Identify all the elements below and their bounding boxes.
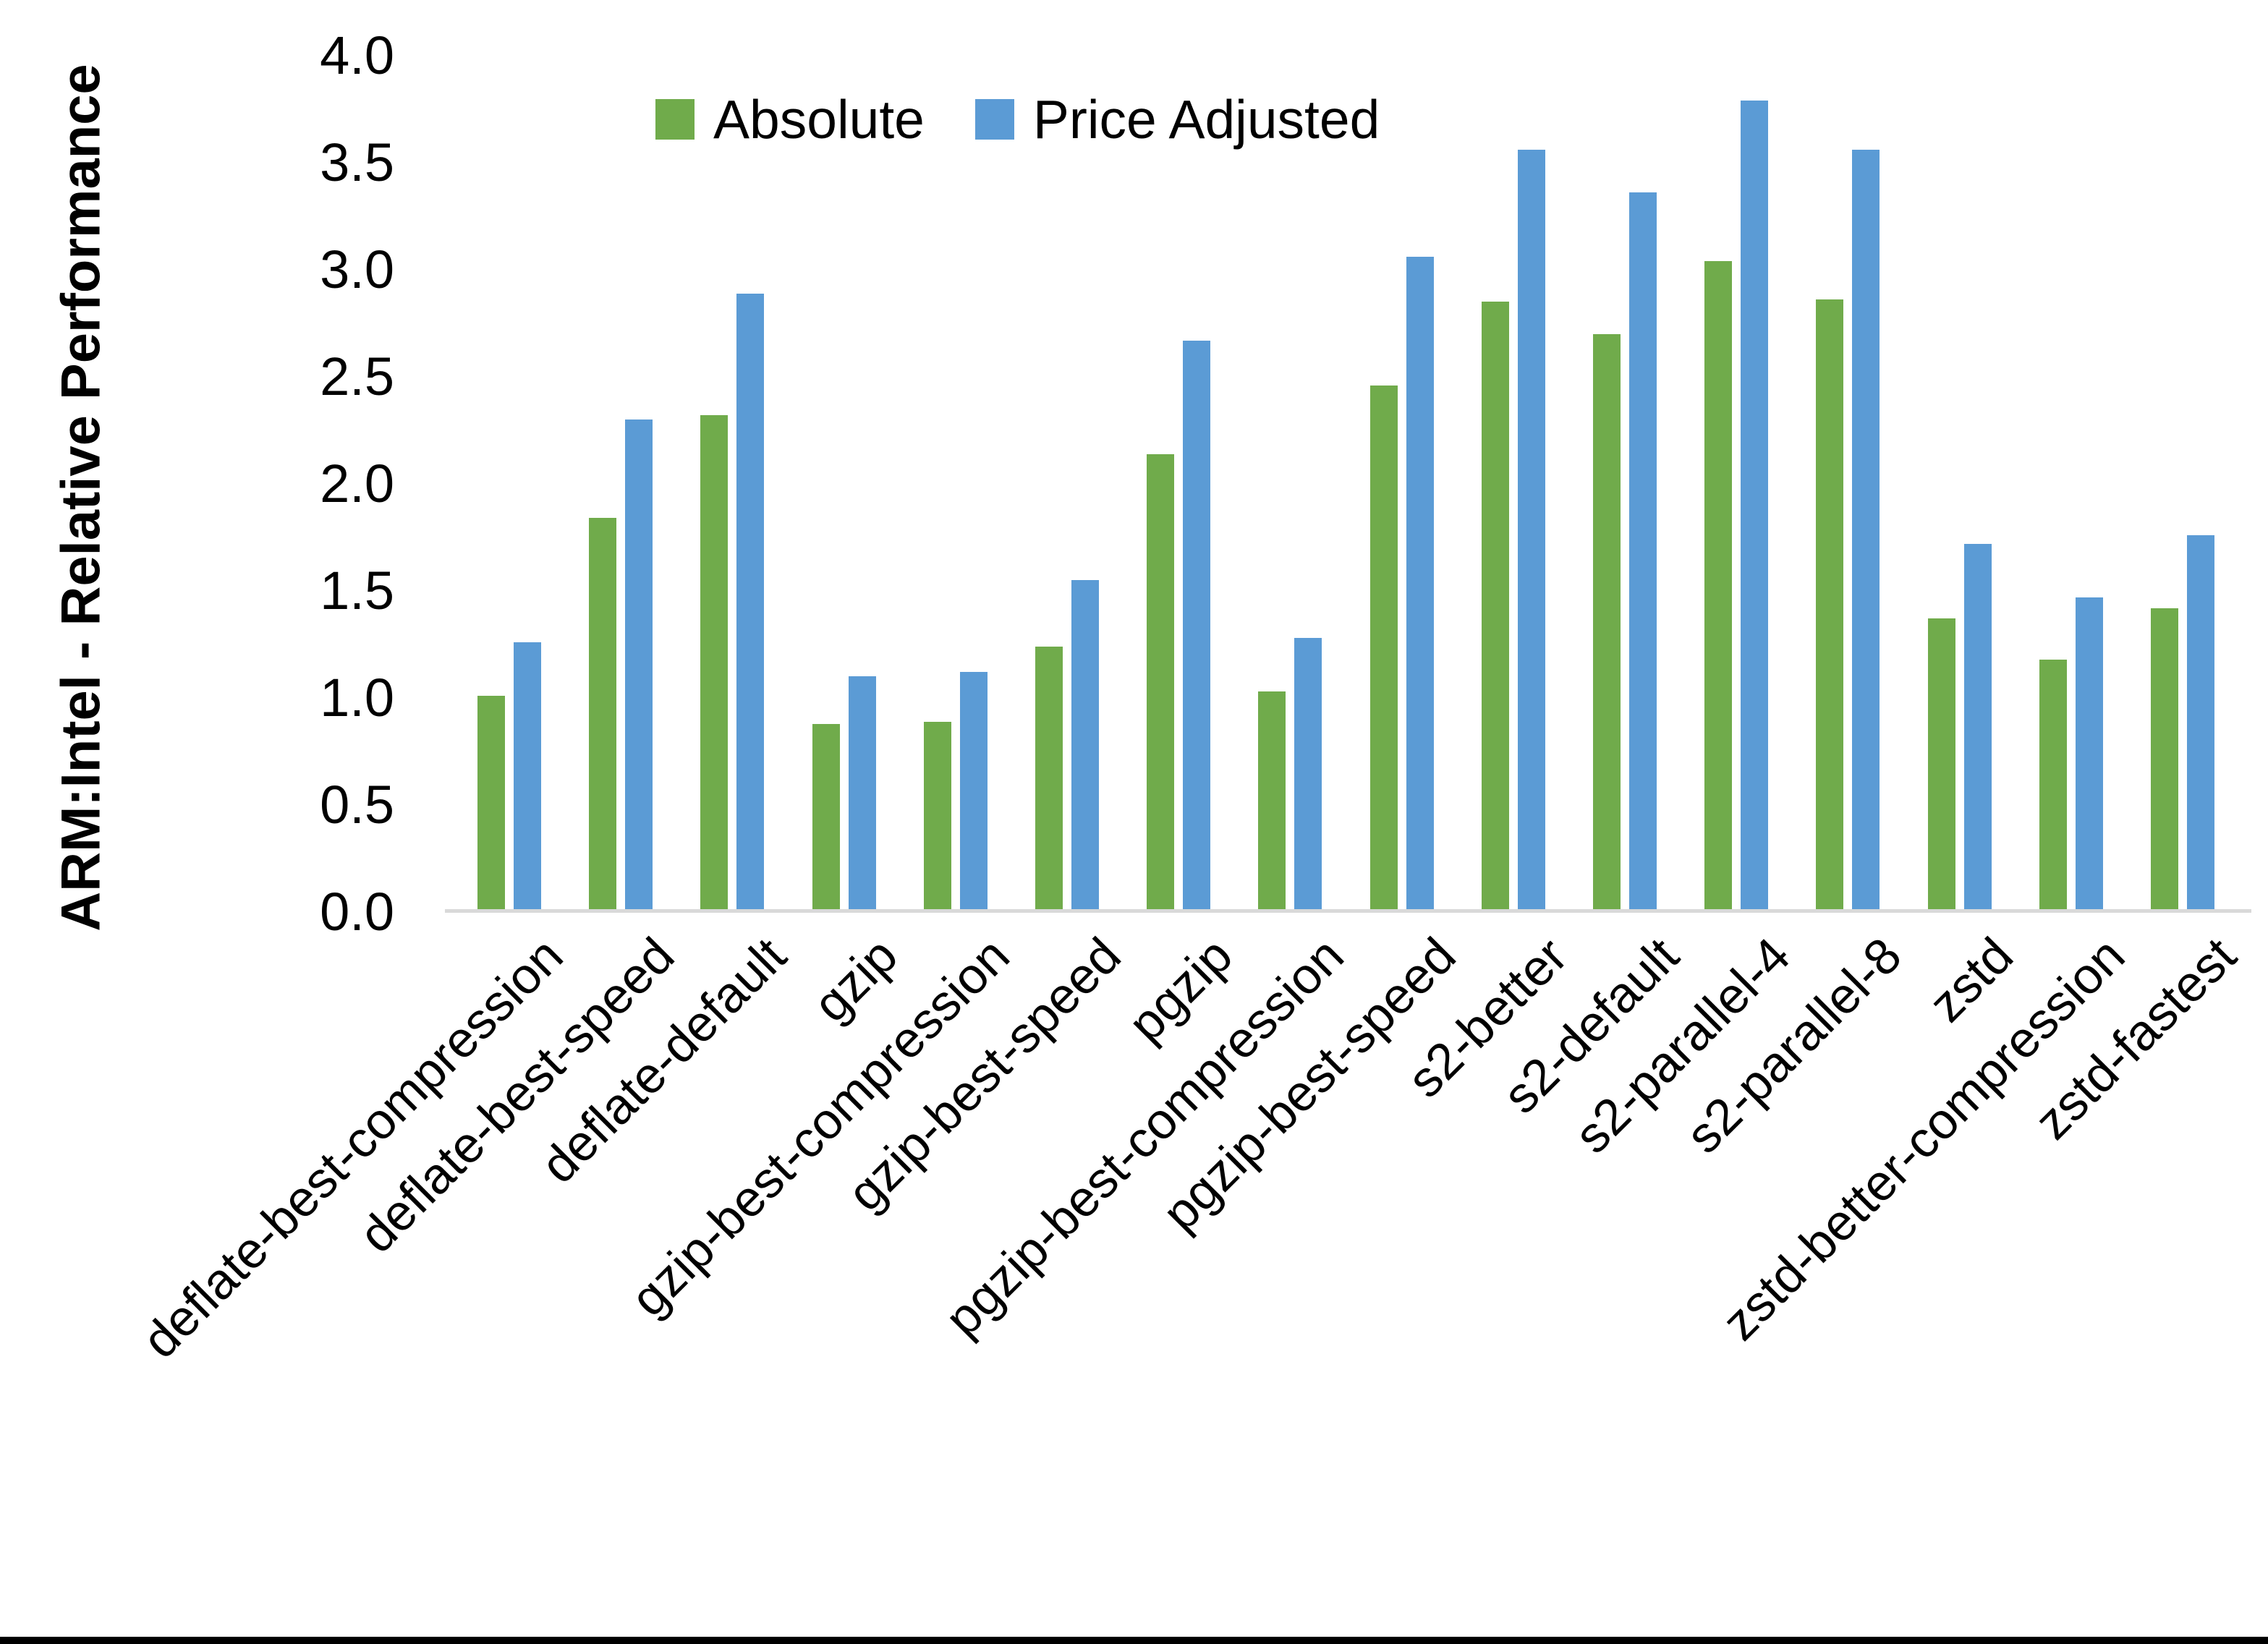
legend-swatch-price-adjusted-icon — [974, 99, 1014, 140]
bar-absolute-zstd-fastest — [2151, 608, 2178, 912]
bottom-border-bar — [0, 1637, 2268, 1644]
bar-price-adjusted-gzip-best-speed — [1071, 580, 1099, 912]
bar-price-adjusted-pgzip-best-compression — [1294, 638, 1322, 912]
bar-price-adjusted-zstd — [1964, 544, 1992, 912]
y-tick-label-1.5: 1.5 — [320, 561, 394, 621]
y-tick-label-4.0: 4.0 — [320, 25, 394, 85]
bar-price-adjusted-s2-default — [1629, 192, 1657, 912]
bar-absolute-deflate-best-compression — [477, 696, 505, 912]
y-tick-label-0.5: 0.5 — [320, 775, 394, 835]
y-tick-label-0.0: 0.0 — [320, 882, 394, 942]
legend-label-price-adjusted: Price Adjusted — [1032, 89, 1380, 150]
bar-absolute-pgzip — [1147, 454, 1174, 912]
bar-price-adjusted-s2-parallel-8 — [1852, 150, 1880, 912]
bar-price-adjusted-deflate-default — [736, 294, 764, 912]
y-tick-label-3.0: 3.0 — [320, 239, 394, 299]
bar-absolute-deflate-best-speed — [589, 518, 616, 912]
bar-absolute-deflate-default — [700, 415, 728, 912]
bar-price-adjusted-zstd-fastest — [2187, 535, 2214, 912]
bar-price-adjusted-s2-better — [1518, 150, 1545, 912]
bar-price-adjusted-zstd-better-compression — [2076, 597, 2103, 912]
bar-price-adjusted-pgzip-best-speed — [1406, 257, 1434, 912]
bar-absolute-zstd — [1928, 618, 1955, 912]
legend-item-price-adjusted: Price Adjusted — [974, 88, 1380, 150]
y-tick-label-3.5: 3.5 — [320, 132, 394, 192]
y-tick-label-2.5: 2.5 — [320, 346, 394, 406]
legend-swatch-absolute-icon — [655, 99, 695, 140]
bar-absolute-gzip-best-compression — [924, 722, 951, 912]
bar-price-adjusted-deflate-best-speed — [625, 419, 653, 912]
y-tick-label-1.0: 1.0 — [320, 668, 394, 728]
legend: Absolute Price Adjusted — [655, 88, 1380, 150]
x-axis-line — [445, 909, 2251, 913]
legend-label-absolute: Absolute — [713, 89, 925, 150]
y-tick-label-2.0: 2.0 — [320, 453, 394, 514]
bar-absolute-zstd-better-compression — [2039, 660, 2067, 912]
bar-absolute-s2-parallel-8 — [1816, 299, 1843, 912]
bar-absolute-gzip-best-speed — [1035, 647, 1063, 912]
bar-absolute-pgzip-best-compression — [1258, 691, 1286, 912]
bar-price-adjusted-gzip-best-compression — [960, 672, 988, 912]
bar-price-adjusted-deflate-best-compression — [514, 642, 541, 912]
bar-absolute-gzip — [812, 724, 840, 912]
bar-absolute-s2-better — [1482, 302, 1509, 912]
x-label-deflate-best-compression: deflate-best-compression — [131, 927, 574, 1369]
y-axis-title: ARM:Intel - Relative Performance — [50, 64, 112, 932]
bar-absolute-s2-default — [1593, 334, 1621, 912]
bar-price-adjusted-gzip — [849, 676, 876, 912]
bar-price-adjusted-s2-parallel-4 — [1741, 101, 1768, 912]
bar-absolute-pgzip-best-speed — [1370, 386, 1398, 912]
legend-item-absolute: Absolute — [655, 88, 925, 150]
bar-price-adjusted-pgzip — [1183, 341, 1210, 912]
bar-absolute-s2-parallel-4 — [1704, 261, 1732, 912]
